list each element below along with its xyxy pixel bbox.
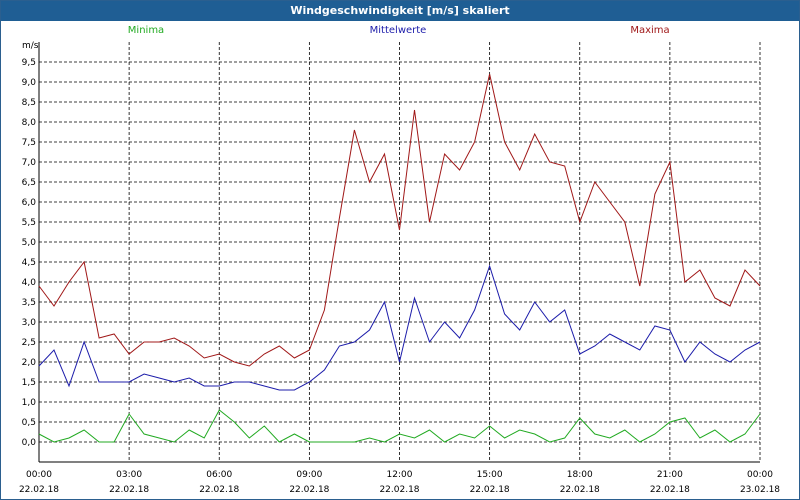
y-tick-label: 9,5 <box>22 58 36 68</box>
x-tick-date: 22.02.18 <box>470 485 510 495</box>
window-title: Windgeschwindigkeit [m/s] skaliert <box>1 1 799 21</box>
y-tick-label: 2,5 <box>22 338 36 348</box>
x-tick-date: 22.02.18 <box>19 485 59 495</box>
x-tick-time: 00:00 <box>26 470 52 480</box>
x-tick-time: 00:00 <box>747 470 773 480</box>
y-tick-label: 7,5 <box>22 138 36 148</box>
y-tick-label: 1,0 <box>22 398 37 408</box>
y-tick-label: 2,0 <box>22 358 37 368</box>
legend: Minima Mittelwerte Maxima <box>128 25 670 36</box>
y-tick-label: 3,0 <box>22 318 37 328</box>
y-tick-label: 8,0 <box>22 118 37 128</box>
y-tick-label: 0,0 <box>22 438 37 448</box>
legend-mittelwerte: Mittelwerte <box>370 25 427 36</box>
x-tick-date: 23.02.18 <box>740 485 780 495</box>
x-tick-date: 22.02.18 <box>560 485 600 495</box>
x-tick-date: 22.02.18 <box>289 485 329 495</box>
x-tick-date: 22.02.18 <box>650 485 690 495</box>
y-tick-label: 0,5 <box>22 418 36 428</box>
series-line-mittelwerte <box>38 264 761 391</box>
x-tick-date: 22.02.18 <box>109 485 149 495</box>
x-tick-time: 06:00 <box>206 470 232 480</box>
y-tick-label: 5,0 <box>22 238 37 248</box>
series-line-minima <box>38 409 761 443</box>
y-tick-label: 6,5 <box>22 178 36 188</box>
x-tick-time: 21:00 <box>657 470 683 480</box>
x-tick-date: 22.02.18 <box>199 485 239 495</box>
y-tick-label: 1,5 <box>22 378 36 388</box>
y-tick-label: 5,5 <box>22 218 36 228</box>
legend-maxima: Maxima <box>630 25 669 36</box>
y-tick-label: 6,0 <box>22 198 37 208</box>
series-lines <box>38 73 761 443</box>
legend-minima: Minima <box>128 25 164 36</box>
grid <box>38 42 761 462</box>
y-tick-label: 9,0 <box>22 78 37 88</box>
x-tick-time: 09:00 <box>296 470 322 480</box>
x-tick-time: 18:00 <box>567 470 593 480</box>
x-tick-time: 03:00 <box>116 470 142 480</box>
axes <box>38 42 760 463</box>
x-tick-labels: 00:00 22.02.18 03:00 22.02.18 06:00 22.02.18 0… <box>19 470 780 495</box>
x-tick-time: 12:00 <box>387 470 413 480</box>
y-tick-label: 4,5 <box>22 258 36 268</box>
series-line-maxima <box>38 73 761 367</box>
y-tick-label: 7,0 <box>22 158 37 168</box>
x-tick-date: 22.02.18 <box>379 485 419 495</box>
y-tick-label: 8,5 <box>22 98 36 108</box>
y-tick-label: 3,5 <box>22 298 36 308</box>
y-axis-unit: m/s <box>22 41 39 51</box>
y-tick-labels: 0,0 0,5 1,0 1,5 2,0 2,5 3,0 3,5 4,0 4,5 5,0 5,5 6,0 6… <box>22 58 37 448</box>
x-tick-time: 15:00 <box>477 470 503 480</box>
y-tick-label: 4,0 <box>22 278 37 288</box>
